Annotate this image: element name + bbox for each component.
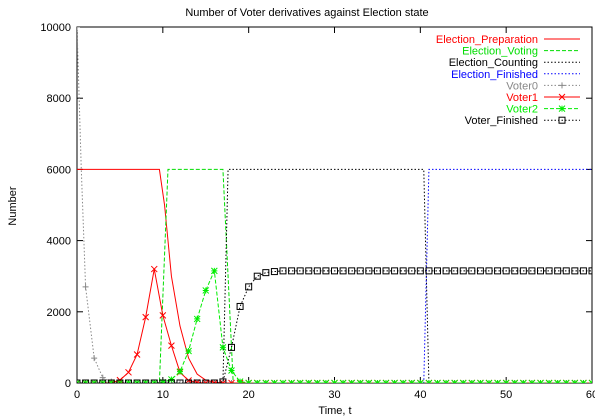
data-point xyxy=(452,380,458,386)
data-point xyxy=(572,380,578,386)
y-tick-label: 8000 xyxy=(47,93,71,105)
data-point xyxy=(349,380,355,386)
data-point xyxy=(460,380,466,386)
data-point xyxy=(340,380,346,386)
data-point xyxy=(194,316,200,322)
y-axis-label: Number xyxy=(7,186,19,225)
series-line xyxy=(77,169,592,383)
y-tick-label: 10000 xyxy=(40,22,71,34)
series-line xyxy=(77,271,592,383)
x-tick-label: 60 xyxy=(586,389,595,401)
legend: Election_PreparationElection_VotingElect… xyxy=(436,34,580,127)
data-point xyxy=(400,380,406,386)
data-point xyxy=(220,344,226,350)
data-point xyxy=(409,380,415,386)
data-point xyxy=(417,380,423,386)
series-election-finished xyxy=(77,169,592,383)
x-tick-label: 40 xyxy=(414,389,426,401)
data-point xyxy=(512,380,518,386)
data-point xyxy=(254,380,260,386)
series-voter1 xyxy=(74,266,595,386)
data-point xyxy=(91,355,97,361)
data-point xyxy=(186,348,192,354)
data-point xyxy=(357,380,363,386)
legend-label: Election_Voting xyxy=(462,46,538,58)
series-election-voting xyxy=(77,169,592,383)
x-tick-label: 10 xyxy=(157,389,169,401)
x-tick-label: 20 xyxy=(243,389,255,401)
data-point xyxy=(563,380,569,386)
data-point xyxy=(211,268,217,274)
data-point xyxy=(366,380,372,386)
legend-label: Election_Counting xyxy=(449,57,538,69)
data-point xyxy=(520,380,526,386)
data-point xyxy=(168,376,174,382)
legend-label: Election_Finished xyxy=(451,69,538,81)
data-point xyxy=(503,380,509,386)
data-point xyxy=(529,380,535,386)
data-point xyxy=(83,284,89,290)
data-point xyxy=(332,380,338,386)
legend-marker xyxy=(559,106,565,112)
data-point xyxy=(555,380,561,386)
data-point xyxy=(443,380,449,386)
x-tick-label: 0 xyxy=(74,389,80,401)
legend-marker xyxy=(559,82,565,88)
legend-label: Voter_Finished xyxy=(465,115,538,127)
data-point xyxy=(168,343,174,349)
data-point xyxy=(289,380,295,386)
data-point xyxy=(280,380,286,386)
series-line xyxy=(77,271,592,383)
legend-label: Voter0 xyxy=(506,80,538,92)
x-tick-label: 30 xyxy=(328,389,340,401)
data-point xyxy=(323,380,329,386)
data-point xyxy=(306,380,312,386)
data-point xyxy=(177,369,183,375)
data-point xyxy=(546,380,552,386)
data-point xyxy=(126,369,132,375)
y-tick-label: 4000 xyxy=(47,236,71,248)
data-point xyxy=(314,380,320,386)
data-point xyxy=(383,380,389,386)
y-tick-label: 0 xyxy=(65,378,71,390)
data-point xyxy=(495,380,501,386)
data-point xyxy=(74,24,80,30)
data-point xyxy=(580,380,586,386)
data-point xyxy=(271,380,277,386)
data-point xyxy=(229,368,235,374)
series-line xyxy=(77,169,592,383)
data-point xyxy=(237,379,243,385)
legend-label: Voter1 xyxy=(506,92,538,104)
data-point xyxy=(203,287,209,293)
data-point xyxy=(263,380,269,386)
y-tick-label: 6000 xyxy=(47,164,71,176)
data-point xyxy=(477,380,483,386)
data-point xyxy=(374,380,380,386)
data-point xyxy=(426,380,432,386)
data-point xyxy=(486,380,492,386)
x-tick-label: 50 xyxy=(500,389,512,401)
series-voter-finished xyxy=(74,268,595,386)
chart-title: Number of Voter derivatives against Elec… xyxy=(185,7,428,19)
y-tick-label: 2000 xyxy=(47,307,71,319)
series-voter2 xyxy=(74,268,595,386)
series-election-preparation xyxy=(77,169,592,383)
series-line xyxy=(77,169,592,383)
series-line xyxy=(77,169,592,383)
legend-label: Election_Preparation xyxy=(436,34,538,46)
data-point xyxy=(538,380,544,386)
data-point xyxy=(246,284,252,290)
data-point xyxy=(589,380,595,386)
data-point xyxy=(435,380,441,386)
data-point xyxy=(246,380,252,386)
series-election-counting xyxy=(77,169,592,383)
series-line xyxy=(77,269,592,383)
x-axis-label: Time, t xyxy=(318,405,351,417)
data-point xyxy=(469,380,475,386)
legend-label: Voter2 xyxy=(506,104,538,116)
data-point xyxy=(392,380,398,386)
data-point xyxy=(297,380,303,386)
